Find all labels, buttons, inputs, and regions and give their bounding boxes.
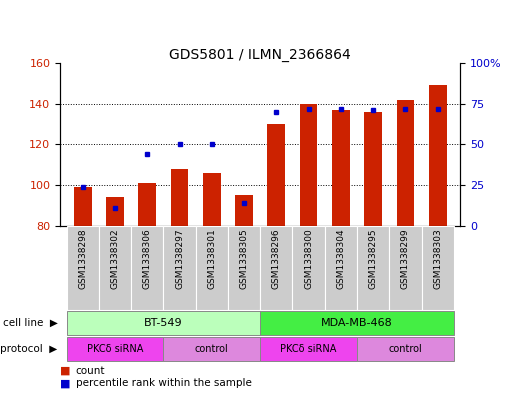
Text: ■: ■	[60, 365, 71, 376]
Text: percentile rank within the sample: percentile rank within the sample	[76, 378, 252, 388]
Bar	[389, 226, 422, 310]
Bar	[422, 226, 454, 310]
Text: count: count	[76, 365, 105, 376]
Bar	[325, 226, 357, 310]
Bar	[139, 183, 156, 226]
Text: MDA-MB-468: MDA-MB-468	[321, 318, 393, 328]
Bar	[260, 312, 454, 335]
Text: GSM1338301: GSM1338301	[207, 228, 217, 289]
Bar	[260, 337, 357, 360]
Bar	[66, 337, 163, 360]
Text: protocol  ▶: protocol ▶	[1, 344, 58, 354]
Bar	[396, 99, 414, 226]
Bar	[357, 226, 389, 310]
Bar	[332, 110, 350, 226]
Bar	[106, 197, 124, 226]
Bar	[131, 226, 163, 310]
Bar	[203, 173, 221, 226]
Text: GSM1338305: GSM1338305	[240, 228, 248, 289]
Bar	[66, 312, 260, 335]
Bar	[99, 226, 131, 310]
Text: PKCδ siRNA: PKCδ siRNA	[280, 344, 337, 354]
Bar	[267, 124, 285, 226]
Bar	[300, 104, 317, 226]
Bar	[74, 187, 92, 226]
Text: control: control	[195, 344, 229, 354]
Text: GSM1338299: GSM1338299	[401, 228, 410, 289]
Text: ■: ■	[60, 378, 71, 388]
Bar	[292, 226, 325, 310]
Text: BT-549: BT-549	[144, 318, 183, 328]
Bar	[429, 85, 447, 226]
Bar	[364, 112, 382, 226]
Text: GSM1338303: GSM1338303	[433, 228, 442, 289]
Text: GSM1338306: GSM1338306	[143, 228, 152, 289]
Bar	[66, 226, 99, 310]
Bar	[357, 337, 454, 360]
Bar	[196, 226, 228, 310]
Text: GSM1338300: GSM1338300	[304, 228, 313, 289]
Text: PKCδ siRNA: PKCδ siRNA	[87, 344, 143, 354]
Text: GSM1338298: GSM1338298	[78, 228, 87, 289]
Text: GSM1338297: GSM1338297	[175, 228, 184, 289]
Text: GSM1338304: GSM1338304	[336, 228, 345, 289]
Text: cell line  ▶: cell line ▶	[3, 318, 58, 328]
Title: GDS5801 / ILMN_2366864: GDS5801 / ILMN_2366864	[169, 48, 351, 62]
Bar	[228, 226, 260, 310]
Text: control: control	[389, 344, 422, 354]
Bar	[163, 226, 196, 310]
Text: GSM1338302: GSM1338302	[110, 228, 119, 289]
Bar	[260, 226, 292, 310]
Bar	[235, 195, 253, 226]
Text: GSM1338296: GSM1338296	[272, 228, 281, 289]
Bar	[170, 169, 188, 226]
Bar	[163, 337, 260, 360]
Text: GSM1338295: GSM1338295	[369, 228, 378, 289]
